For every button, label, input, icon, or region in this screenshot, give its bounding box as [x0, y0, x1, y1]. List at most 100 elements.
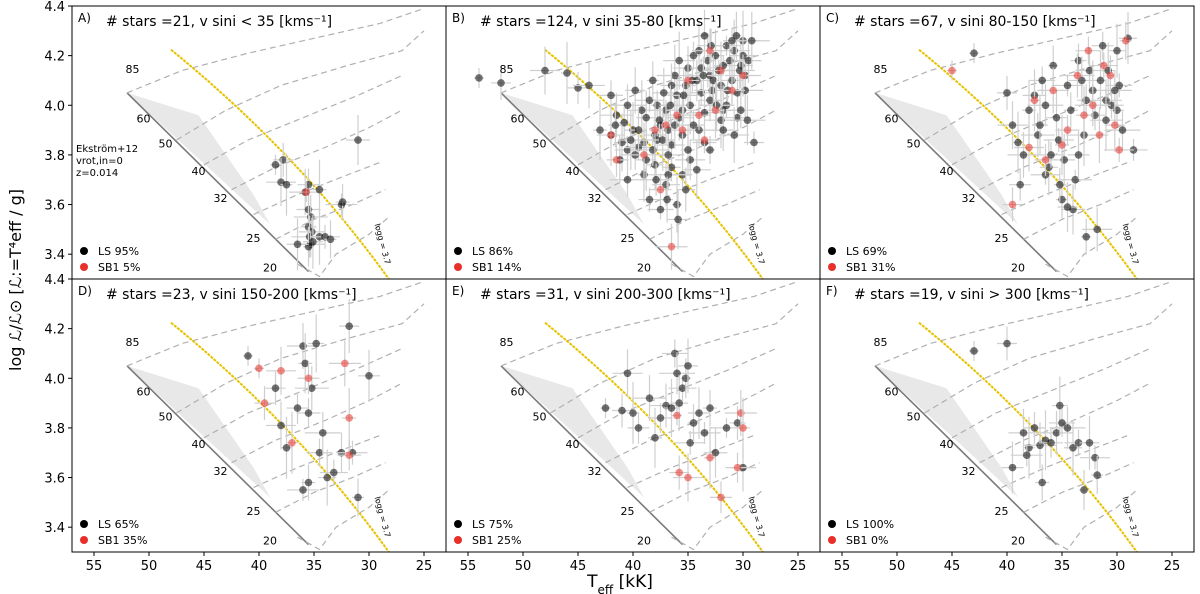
evolution-track-0: [874, 7, 1173, 94]
x-tick-label: 40: [625, 559, 642, 574]
ls-point: [1019, 429, 1028, 437]
ls-point: [612, 111, 621, 119]
logg-line: [544, 48, 765, 279]
ls-point: [666, 101, 675, 110]
ls-point: [728, 36, 736, 45]
panel-e: logg = 3.7 85 60 50 40 32 25 20 E) # stars =31, v…: [445, 278, 821, 574]
ls-point: [1093, 471, 1101, 479]
ls-point: [475, 74, 483, 82]
logg-label: logg = 3.7: [1121, 496, 1141, 539]
ls-point: [1058, 419, 1066, 427]
panel-title: # stars =21, v sini < 35 [kms⁻¹]: [106, 14, 332, 30]
legend-label: SB1 5%: [98, 261, 140, 274]
ls-point: [354, 493, 362, 502]
ls-point: [656, 205, 665, 214]
mass-label-50: 50: [533, 410, 547, 423]
ls-point: [689, 121, 698, 129]
ls-point: [1023, 451, 1031, 460]
ls-point: [299, 486, 307, 494]
ls-point: [667, 163, 676, 172]
mass-label-20: 20: [637, 535, 651, 548]
legend-label: LS 95%: [98, 245, 139, 258]
evolution-track-6: [1045, 216, 1138, 278]
panel-title: # stars =67, v sini 80-150 [kms⁻¹]: [854, 14, 1096, 30]
ls-point: [679, 91, 688, 100]
ls-point: [315, 185, 324, 194]
sb1-point: [1080, 111, 1088, 119]
mass-label-50: 50: [159, 137, 173, 150]
x-tick-label: 40: [999, 559, 1016, 574]
logg-label: logg = 3.7: [373, 223, 393, 266]
ls-point: [1074, 151, 1083, 159]
sb1-point: [651, 126, 659, 134]
ls-point: [695, 409, 703, 417]
evolution-track-6: [1045, 489, 1138, 551]
x-tick-label: 40: [251, 559, 268, 574]
logg-label: logg = 3.7: [373, 496, 393, 539]
mass-label-60: 60: [511, 113, 525, 126]
mass-label-50: 50: [533, 137, 547, 150]
ls-point: [706, 146, 714, 154]
zams-region: [875, 92, 1018, 225]
model-label-line: z=0.014: [76, 168, 118, 179]
ls-point: [301, 359, 309, 368]
ls-point: [271, 384, 280, 392]
evolution-track-5: [275, 189, 386, 240]
ls-point: [1008, 121, 1017, 129]
y-tick-label: 3.8: [44, 422, 65, 437]
ls-point: [309, 237, 317, 246]
legend-marker: [828, 520, 836, 528]
legend-marker: [80, 247, 88, 255]
mass-label-20: 20: [1011, 535, 1025, 548]
ls-point: [1056, 180, 1064, 189]
ls-point: [689, 419, 698, 427]
ls-point: [354, 136, 362, 144]
zams-line: [500, 92, 684, 273]
ls-point: [743, 116, 752, 124]
evolution-track-5: [649, 189, 760, 240]
x-tick-label: 35: [1054, 559, 1071, 574]
legend-marker: [828, 247, 836, 255]
sb1-point: [1106, 71, 1115, 80]
ls-point: [667, 141, 676, 149]
ls-point: [1078, 76, 1086, 85]
ls-point: [663, 195, 671, 204]
y-axis-label: log ℒ/ℒ⊙ [ℒ:=T⁴eff / g]: [6, 189, 25, 371]
zams-region: [127, 92, 270, 225]
sb1-point: [739, 424, 747, 432]
sb1-point: [1041, 156, 1050, 164]
x-tick-label: 45: [196, 559, 213, 574]
ls-point: [1069, 443, 1077, 452]
ls-point: [1003, 339, 1011, 348]
mass-label-40: 40: [566, 165, 580, 178]
ls-point: [601, 404, 610, 412]
panel-b: logg = 3.7 85 60 50 40 32 25 20 B) # stars =124, …: [445, 5, 821, 280]
mass-label-25: 25: [995, 505, 1009, 518]
sb1-point: [1122, 36, 1130, 45]
mass-label-60: 60: [137, 386, 151, 399]
mass-label-85: 85: [126, 63, 140, 76]
sb1-point: [717, 493, 725, 502]
sb1-point: [706, 46, 714, 55]
ls-point: [541, 66, 549, 75]
mass-label-25: 25: [621, 232, 635, 245]
sb1-point: [695, 111, 703, 119]
ls-point: [1085, 66, 1094, 75]
ls-point: [684, 362, 692, 370]
sb1-point: [667, 242, 676, 251]
sb1-point: [255, 364, 263, 373]
evolution-track-2: [951, 347, 1151, 439]
ls-point: [656, 414, 665, 422]
ls-point: [1041, 101, 1050, 110]
ls-point: [693, 166, 701, 174]
ls-point: [638, 106, 646, 115]
legend-marker: [828, 536, 836, 544]
y-tick-label: 4.0: [44, 99, 65, 114]
ls-point: [686, 439, 694, 447]
ls-point: [748, 36, 756, 45]
ls-point: [312, 339, 320, 348]
ls-point: [304, 409, 313, 417]
legend-label: SB1 31%: [846, 261, 895, 274]
ls-point: [1063, 203, 1072, 211]
mass-label-60: 60: [885, 386, 899, 399]
